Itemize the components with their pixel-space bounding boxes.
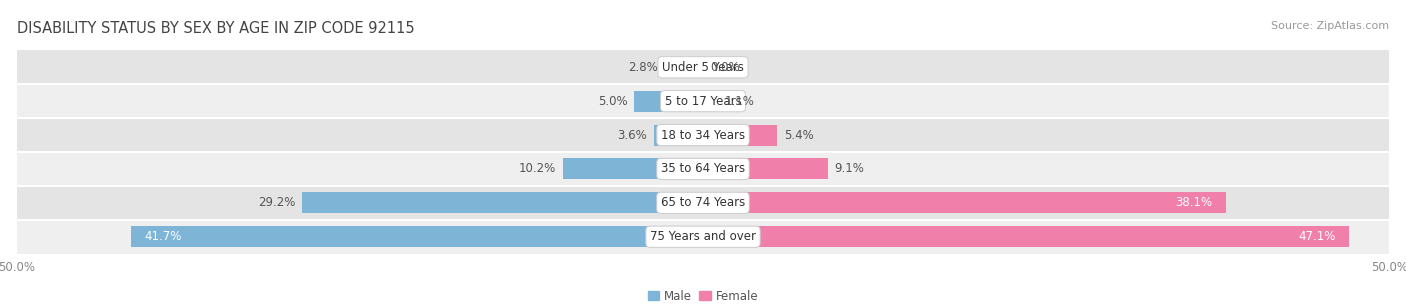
Text: 3.6%: 3.6% — [617, 129, 647, 142]
Bar — [703, 158, 828, 179]
Text: 5.0%: 5.0% — [598, 95, 627, 108]
Bar — [703, 125, 778, 146]
Bar — [17, 84, 1389, 118]
Bar — [17, 50, 1389, 84]
Bar — [703, 192, 1226, 213]
Text: 38.1%: 38.1% — [1175, 196, 1212, 209]
Bar — [654, 125, 703, 146]
Bar — [17, 186, 1389, 220]
Bar — [665, 57, 703, 78]
Text: 10.2%: 10.2% — [519, 162, 557, 175]
Text: 35 to 64 Years: 35 to 64 Years — [661, 162, 745, 175]
Bar — [131, 226, 703, 247]
Text: 18 to 34 Years: 18 to 34 Years — [661, 129, 745, 142]
Text: DISABILITY STATUS BY SEX BY AGE IN ZIP CODE 92115: DISABILITY STATUS BY SEX BY AGE IN ZIP C… — [17, 21, 415, 36]
Text: Under 5 Years: Under 5 Years — [662, 61, 744, 74]
Bar — [562, 158, 703, 179]
Text: 2.8%: 2.8% — [628, 61, 658, 74]
Bar — [703, 226, 1350, 247]
Bar — [634, 91, 703, 112]
Text: 65 to 74 Years: 65 to 74 Years — [661, 196, 745, 209]
Text: 29.2%: 29.2% — [259, 196, 295, 209]
Text: 5.4%: 5.4% — [785, 129, 814, 142]
Bar — [703, 91, 718, 112]
Text: 9.1%: 9.1% — [835, 162, 865, 175]
Text: Source: ZipAtlas.com: Source: ZipAtlas.com — [1271, 21, 1389, 31]
Bar — [17, 118, 1389, 152]
Text: 0.0%: 0.0% — [710, 61, 740, 74]
Legend: Male, Female: Male, Female — [643, 285, 763, 304]
Text: 1.1%: 1.1% — [725, 95, 755, 108]
Text: 41.7%: 41.7% — [145, 230, 181, 243]
Text: 47.1%: 47.1% — [1298, 230, 1336, 243]
Bar — [302, 192, 703, 213]
Text: 5 to 17 Years: 5 to 17 Years — [665, 95, 741, 108]
Text: 75 Years and over: 75 Years and over — [650, 230, 756, 243]
Bar — [17, 152, 1389, 186]
Bar — [17, 220, 1389, 254]
